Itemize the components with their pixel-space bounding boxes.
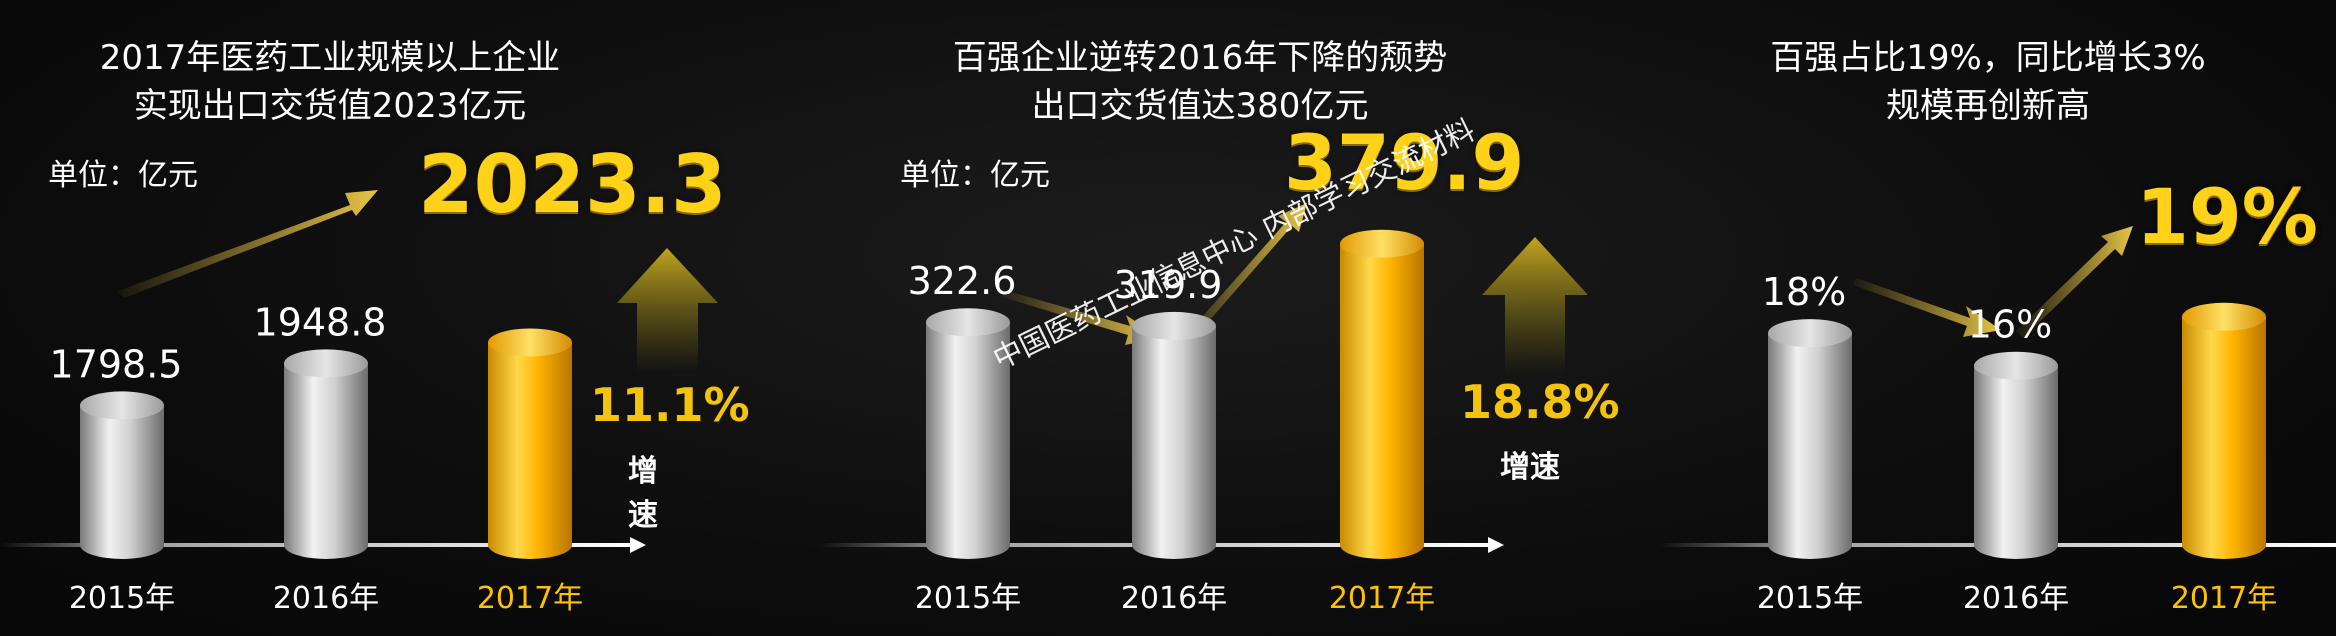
panel-3: 百强占比19%，同比增长3% 规模再创新高 19% [1640, 0, 2336, 636]
panel1-title-line1: 2017年医药工业规模以上企业 [0, 34, 660, 82]
panel-1: 2017年医药工业规模以上企业 实现出口交货值2023亿元 单位：亿元 2023… [0, 0, 660, 636]
panel3-title-line1: 百强占比19%，同比增长3% [1640, 34, 2336, 82]
panel2-growth-rate: 18.8% [1460, 375, 1620, 429]
panel1-headline-value: 2023.3 [418, 138, 727, 231]
panel1-title-line2: 实现出口交货值2023亿元 [0, 82, 660, 130]
panel3-headline-value: 19% [2136, 172, 2318, 261]
panel1-growth-label: 增速 [628, 446, 660, 534]
panel2-growth-label: 增速 [1500, 442, 1560, 486]
panel1-title: 2017年医药工业规模以上企业 实现出口交货值2023亿元 [0, 34, 660, 130]
panel3-title: 百强占比19%，同比增长3% 规模再创新高 [1640, 34, 2336, 130]
panel1-growth-rate: 11.1% [590, 378, 750, 432]
panel1-unit-label: 单位：亿元 [48, 150, 198, 194]
panel2-title-line1: 百强企业逆转2016年下降的颓势 [800, 34, 1600, 82]
panel2-unit-label: 单位：亿元 [900, 150, 1050, 194]
panel-2: 百强企业逆转2016年下降的颓势 出口交货值达380亿元 单位：亿元 379.9… [800, 0, 1600, 636]
panel3-title-line2: 规模再创新高 [1640, 82, 2336, 130]
panel2-title: 百强企业逆转2016年下降的颓势 出口交货值达380亿元 [800, 34, 1600, 130]
